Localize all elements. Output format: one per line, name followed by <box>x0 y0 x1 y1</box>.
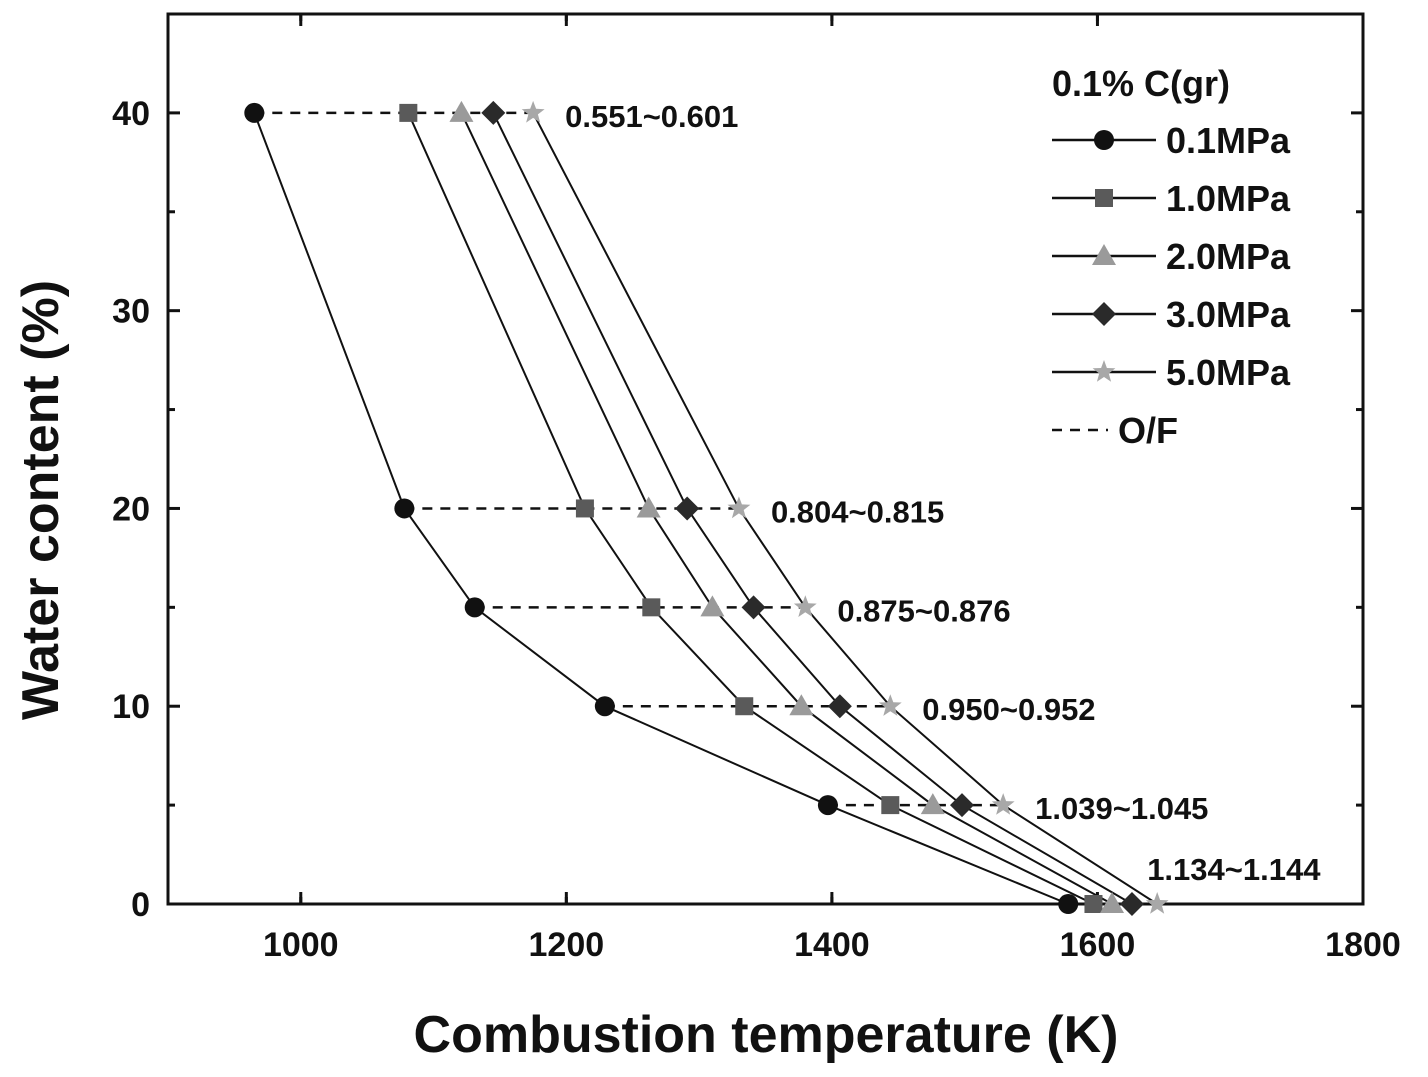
data-point <box>991 793 1015 815</box>
data-point <box>642 598 661 617</box>
axis-ticks: 1000 1200 1400 1600 1800 0 10 20 30 40 <box>112 14 1401 964</box>
legend-label: 1.0MPa <box>1166 178 1291 219</box>
y-tick-label: 40 <box>112 95 150 133</box>
data-point <box>675 496 700 521</box>
series-line <box>532 112 1158 905</box>
data-point <box>789 694 814 716</box>
legend-label: 5.0MPa <box>1166 352 1291 393</box>
legend-label: 2.0MPa <box>1166 236 1291 277</box>
data-point <box>594 696 615 717</box>
data-point <box>727 496 751 519</box>
data-point <box>244 102 265 123</box>
legend-marker <box>1092 302 1116 326</box>
data-point <box>827 694 852 719</box>
data-point <box>878 694 902 716</box>
data-point <box>881 796 900 815</box>
data-point <box>1058 894 1079 914</box>
data-point <box>950 793 975 818</box>
data-point <box>481 100 506 125</box>
legend-marker <box>1094 130 1114 150</box>
data-point <box>449 100 474 122</box>
legend-marker <box>1092 244 1116 265</box>
data-point <box>1100 892 1125 913</box>
data-point <box>399 103 418 122</box>
data-point <box>521 100 545 123</box>
x-tick-label: 1600 <box>1060 926 1136 964</box>
of-annotation: 1.039~1.045 <box>1035 791 1208 826</box>
data-point <box>700 595 725 617</box>
legend-label: 3.0MPa <box>1166 294 1291 335</box>
data-point <box>793 595 817 617</box>
y-tick-label: 10 <box>112 688 150 726</box>
data-point <box>920 793 945 815</box>
plot-frame <box>166 12 1365 906</box>
legend-label: 0.1MPa <box>1166 120 1291 161</box>
y-axis-title: Water content (%) <box>12 280 70 720</box>
legend-marker <box>1095 189 1113 207</box>
of-lines <box>254 111 1158 906</box>
legend: 0.1% C(gr) 0.1MPa 1.0MPa 2.0MPa 3.0MPa 5.0MPa… <box>1052 63 1291 451</box>
x-tick-label: 1800 <box>1325 926 1401 964</box>
of-annotation: 0.804~0.815 <box>771 494 944 529</box>
data-point <box>464 597 485 618</box>
data-point <box>1145 892 1169 914</box>
data-point <box>575 499 594 518</box>
series-line <box>253 112 1069 905</box>
series-line <box>492 112 1133 905</box>
x-tick-label: 1400 <box>794 926 870 964</box>
y-tick-label: 20 <box>112 490 150 528</box>
data-point <box>817 795 838 816</box>
data-point <box>741 595 766 620</box>
data-point <box>636 496 661 518</box>
of-annotation: 0.950~0.952 <box>922 692 1095 727</box>
data-point <box>394 498 415 519</box>
x-tick-label: 1000 <box>263 926 339 964</box>
data-point <box>735 697 754 716</box>
x-tick-label: 1200 <box>529 926 605 964</box>
legend-title: 0.1% C(gr) <box>1052 63 1230 104</box>
data-point <box>1084 895 1103 913</box>
y-tick-label: 0 <box>131 886 150 924</box>
series-line <box>460 112 1113 905</box>
data-point <box>1119 892 1144 916</box>
legend-of-label: O/F <box>1118 410 1178 451</box>
of-annotation: 0.551~0.601 <box>565 99 738 134</box>
x-axis-title: Combustion temperature (K) <box>414 1006 1119 1064</box>
series-line <box>407 112 1094 905</box>
of-annotation: 0.875~0.876 <box>837 593 1010 628</box>
legend-marker <box>1092 360 1116 382</box>
of-annotations: 0.551~0.601 0.804~0.815 0.875~0.876 0.950~0… <box>565 99 1321 887</box>
y-tick-label: 30 <box>112 293 150 331</box>
of-annotation: 1.134~1.144 <box>1147 852 1321 887</box>
series-group <box>244 100 1169 916</box>
